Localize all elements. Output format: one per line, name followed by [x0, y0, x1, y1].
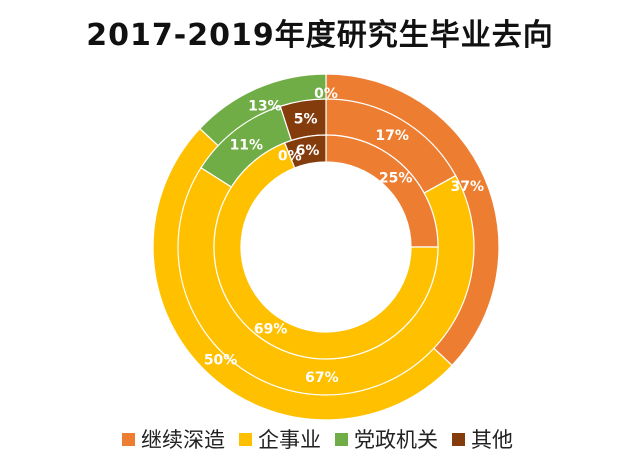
label-outer-enterprise: 50% — [204, 352, 238, 368]
legend-label-government: 党政机关 — [354, 428, 438, 452]
label-middle-other: 5% — [294, 112, 318, 128]
legend-swatch-other — [452, 432, 465, 446]
label-outer-other: 0% — [314, 86, 338, 102]
label-outer-government: 13% — [248, 99, 282, 115]
legend-item-government: 党政机关 — [335, 424, 438, 454]
legend: 继续深造 企事业 党政机关 其他 — [122, 424, 527, 454]
label-inner-other: 6% — [296, 143, 320, 159]
label-inner-enterprise: 69% — [254, 321, 288, 337]
label-middle-further-study: 17% — [375, 128, 409, 144]
label-inner-government: 0% — [278, 148, 302, 164]
legend-swatch-enterprise — [239, 432, 252, 446]
slice-inner-other — [283, 134, 327, 169]
legend-item-further-study: 继续深造 — [122, 424, 225, 454]
legend-swatch-government — [335, 432, 348, 446]
label-outer-further-study: 37% — [451, 179, 485, 195]
legend-item-other: 其他 — [452, 424, 513, 454]
label-inner-further-study: 25% — [379, 170, 413, 186]
label-middle-government: 11% — [230, 137, 264, 153]
label-middle-enterprise: 67% — [305, 370, 339, 386]
slice-inner-enterprise — [213, 142, 439, 360]
legend-label-enterprise: 企事业 — [258, 428, 321, 452]
chart-title: 2017-2019年度研究生毕业去向 — [86, 18, 554, 53]
donut-chart: 37%50%13%0%17%67%11%5%25%69%0%6% — [152, 73, 500, 420]
legend-item-enterprise: 企事业 — [239, 424, 321, 454]
legend-label-other: 其他 — [471, 428, 513, 452]
legend-label-further-study: 继续深造 — [141, 428, 225, 452]
legend-swatch-further-study — [122, 432, 135, 446]
